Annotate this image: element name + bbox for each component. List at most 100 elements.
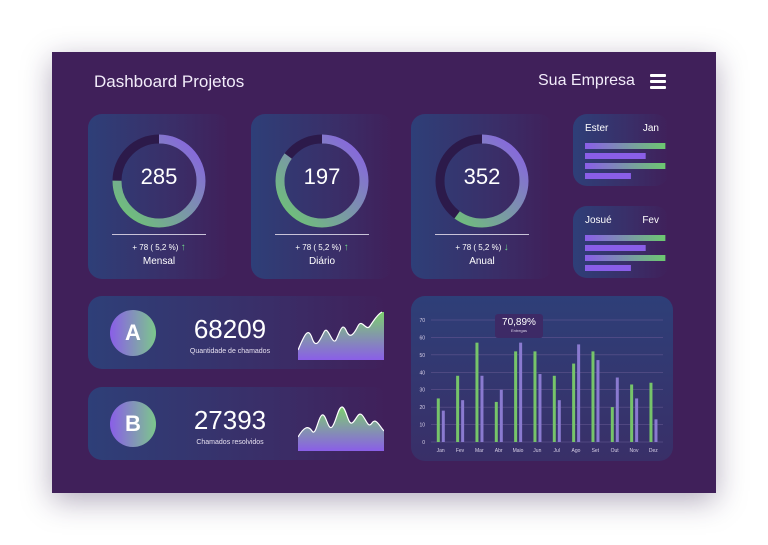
bar [533, 351, 537, 442]
person-bar [585, 255, 666, 261]
bar [615, 377, 619, 442]
bar [557, 400, 561, 442]
donut-chart-anual [435, 134, 529, 228]
delta-text: + 78 ( 5,2 %) [132, 243, 179, 252]
x-tick-label: Jul [553, 448, 559, 454]
x-tick-label: Mar [475, 448, 484, 454]
bar [436, 398, 440, 442]
bar [538, 374, 542, 442]
donut-card-anual: 352 + 78 ( 5,2 %) ↓ Anual [411, 114, 553, 279]
y-tick-label: 10 [419, 423, 425, 429]
stat-badge: A [110, 310, 156, 356]
donut-label: Anual [469, 256, 495, 267]
bar [494, 401, 498, 442]
wave-chart-icon [298, 311, 384, 360]
monthly-bar-chart: 0 10 20 30 40 50 60 70 Jan Fev Mar Abr Maio Jun Jul Ago… [411, 296, 673, 461]
x-tick-label: Set [592, 448, 600, 454]
tooltip-label: Entregas [510, 328, 527, 333]
stat-card-a: A 68209 Quantidade de chamados [88, 296, 388, 369]
person-name: Josué [585, 215, 612, 226]
bar [480, 375, 484, 442]
hamburger-icon[interactable] [650, 74, 666, 90]
bar [499, 389, 503, 442]
chart-tooltip: 70,89% Entregas [495, 314, 543, 338]
person-name: Ester [585, 123, 609, 134]
donut-progress-arc [275, 134, 369, 228]
bar-chart-canvas: 0 10 20 30 40 50 60 70 Jan Fev Mar Abr Maio Jun Jul Ago… [419, 318, 663, 454]
x-tick-label: Nov [630, 448, 639, 454]
person-bar [585, 245, 646, 251]
person-bars [585, 143, 666, 179]
stat-badge: B [110, 401, 156, 447]
y-tick-label: 50 [419, 353, 425, 359]
donut-label: Diário [308, 256, 336, 267]
donut-card-diario: 197 + 78 ( 5,2 %) ↑ Diário [251, 114, 393, 279]
delta-text: + 78 ( 5,2 %) [455, 243, 502, 252]
y-tick-label: 30 [419, 388, 425, 394]
person-card-ester: Ester Jan [573, 114, 669, 186]
bar [456, 375, 460, 442]
x-tick-label: Jan [437, 448, 445, 454]
bar [441, 410, 445, 442]
x-tick-label: Dez [649, 448, 658, 454]
person-bar [585, 265, 631, 271]
divider [112, 234, 206, 235]
y-tick-label: 70 [419, 318, 425, 324]
person-month: Jan [642, 123, 659, 134]
arrow-up-icon: ↑ [180, 242, 186, 253]
person-card-josue: Josué Fev [573, 206, 669, 278]
x-tick-label: Ago [572, 448, 581, 454]
page-title: Dashboard Projetos [94, 72, 245, 91]
bar [572, 363, 576, 442]
donut-delta: + 78 ( 5,2 %) ↓ [411, 242, 553, 253]
y-tick-label: 40 [419, 370, 425, 376]
person-bar [585, 163, 666, 169]
y-tick-label: 20 [419, 405, 425, 411]
bar [552, 375, 556, 442]
donut-delta: + 78 ( 5,2 %) ↑ [88, 242, 230, 253]
stat-value: 68209 [193, 314, 267, 344]
bar [577, 344, 581, 442]
donut-delta: + 78 ( 5,2 %) ↑ [251, 242, 393, 253]
wave-chart-icon [298, 406, 384, 451]
bar [654, 419, 658, 442]
bar [596, 360, 600, 442]
x-tick-label: Out [611, 448, 620, 454]
bar [475, 342, 479, 442]
donut-value: 352 [463, 164, 501, 189]
stat-label: Chamados resolvidos [196, 439, 264, 446]
person-bar [585, 173, 631, 179]
bar [630, 384, 634, 442]
divider [435, 234, 529, 235]
x-tick-label: Abr [495, 448, 503, 454]
bar [649, 382, 653, 442]
person-bar [585, 235, 666, 241]
y-tick-label: 0 [422, 440, 425, 446]
donut-value: 197 [303, 164, 341, 189]
y-tick-label: 60 [419, 335, 425, 341]
donut-progress-arc [112, 134, 206, 228]
bar [461, 400, 465, 442]
person-bars [585, 235, 666, 271]
delta-text: + 78 ( 5,2 %) [295, 243, 342, 252]
bar [519, 342, 523, 442]
x-tick-label: Maio [513, 448, 524, 454]
arrow-down-icon: ↓ [503, 242, 509, 253]
company-name: Sua Empresa [538, 72, 635, 89]
donut-chart-diario [275, 134, 369, 228]
stat-card-b: B 27393 Chamados resolvidos [88, 387, 388, 460]
arrow-up-icon: ↑ [343, 242, 349, 253]
donut-card-mensal: 285 + 78 ( 5,2 %) ↑ Mensal [88, 114, 230, 279]
divider [275, 234, 369, 235]
donut-progress-arc [435, 134, 529, 228]
bar [514, 351, 518, 442]
donut-value: 285 [140, 164, 178, 189]
donut-label: Mensal [142, 256, 176, 267]
x-tick-label: Fev [456, 448, 465, 454]
bar [591, 351, 595, 442]
bar [610, 407, 614, 442]
x-tick-label: Jun [533, 448, 541, 454]
stat-label: Quantidade de chamados [189, 348, 271, 355]
person-bar [585, 153, 646, 159]
stat-value: 27393 [193, 405, 267, 435]
